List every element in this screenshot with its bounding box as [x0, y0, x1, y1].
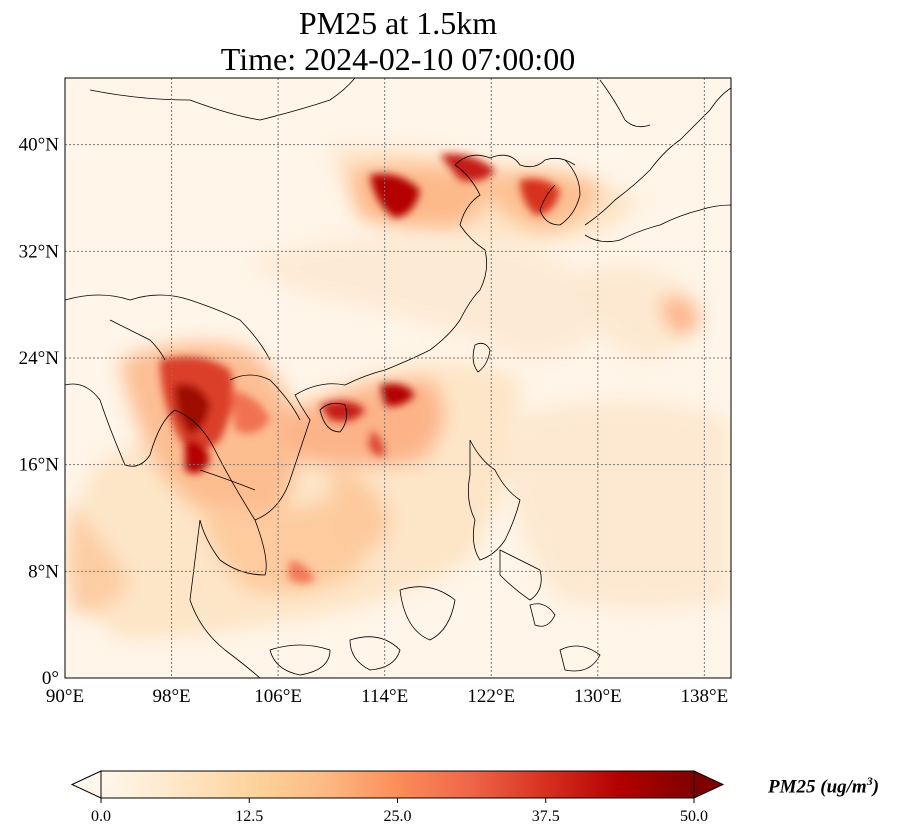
lon-tick-labels: 90°E 98°E 106°E 114°E 122°E 130°E 138°E	[46, 686, 728, 707]
colorbar-tick-label-0: 0.0	[91, 808, 111, 825]
lat-tick-label-2: 16°N	[19, 455, 60, 476]
lat-tick-label-1: 8°N	[28, 561, 59, 582]
lon-tick-label-6: 138°E	[681, 686, 729, 707]
gridlines	[65, 78, 731, 678]
colorbar-extend-min	[70, 770, 102, 799]
lon-tick-label-0: 90°E	[46, 686, 84, 707]
lat-tick-label-4: 32°N	[19, 241, 60, 262]
lon-tick-label-2: 106°E	[254, 686, 302, 707]
lon-tick-label-3: 114°E	[361, 686, 408, 707]
colorbar-label: PM25 (ug/m3)	[768, 774, 879, 798]
colorbar: 0.0 12.5 25.0 37.5 50.0	[70, 770, 725, 825]
lat-tick-label-0: 0°	[42, 668, 59, 689]
lon-tick-label-5: 130°E	[574, 686, 622, 707]
chart-title-line2: Time: 2024-02-10 07:00:00	[220, 41, 576, 77]
colorbar-tick-label-1: 12.5	[235, 808, 263, 825]
lat-tick-label-5: 40°N	[19, 135, 60, 156]
lon-tick-label-1: 98°E	[152, 686, 190, 707]
colorbar-tick-label-3: 37.5	[532, 808, 560, 825]
chart-title-line1: PM25 at 1.5km	[298, 5, 498, 41]
lon-tick-label-4: 122°E	[467, 686, 515, 707]
pm25-field	[65, 147, 731, 640]
colorbar-ticks: 0.0 12.5 25.0 37.5 50.0	[91, 798, 708, 825]
map-frame	[64, 77, 732, 679]
coastlines	[65, 78, 731, 678]
colorbar-label-sup: 3	[866, 774, 873, 788]
lat-tick-labels: 0° 8°N 16°N 24°N 32°N 40°N	[19, 135, 60, 689]
lat-tick-label-3: 24°N	[19, 348, 60, 369]
colorbar-label-suffix: )	[872, 776, 880, 798]
colorbar-tick-label-4: 50.0	[680, 808, 708, 825]
colorbar-tick-label-2: 25.0	[384, 808, 412, 825]
colorbar-label-prefix: PM25 (ug/m	[768, 776, 867, 798]
colorbar-gradient	[101, 771, 694, 798]
colorbar-extend-max	[693, 770, 725, 799]
